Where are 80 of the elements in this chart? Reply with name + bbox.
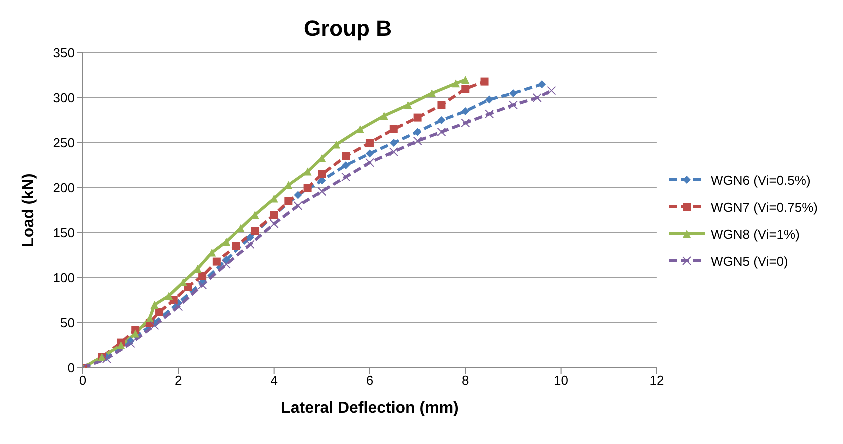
y-tick-label: 50 bbox=[60, 316, 75, 331]
point bbox=[342, 152, 350, 160]
point bbox=[246, 240, 255, 250]
point bbox=[174, 302, 184, 312]
point bbox=[342, 162, 350, 170]
point bbox=[365, 158, 374, 168]
y-tick-label: 300 bbox=[53, 90, 75, 106]
point bbox=[146, 314, 154, 322]
point bbox=[246, 234, 254, 242]
point bbox=[356, 126, 364, 134]
point bbox=[342, 172, 351, 182]
point bbox=[438, 101, 446, 110]
point bbox=[366, 139, 374, 147]
x-tick-label: 6 bbox=[366, 373, 374, 388]
point bbox=[150, 321, 160, 330]
point bbox=[198, 280, 208, 290]
point bbox=[508, 100, 518, 110]
point bbox=[294, 202, 303, 210]
point bbox=[462, 76, 470, 84]
point bbox=[437, 128, 446, 137]
point bbox=[284, 198, 293, 206]
point bbox=[538, 80, 546, 88]
point bbox=[126, 339, 136, 348]
point bbox=[414, 114, 422, 122]
legend-label: WGN5 (Vi=0) bbox=[710, 254, 788, 268]
x-axis-title: Lateral Deflection (mm) bbox=[281, 400, 459, 417]
point bbox=[212, 258, 221, 266]
x-tick-label: 0 bbox=[79, 373, 87, 388]
y-axis-title: Load (kN) bbox=[20, 174, 38, 248]
x-tick-label: 2 bbox=[175, 373, 182, 388]
point bbox=[366, 150, 374, 158]
y-tick-label: 150 bbox=[53, 226, 75, 241]
point bbox=[304, 168, 312, 176]
x-tick-label: 12 bbox=[650, 373, 664, 388]
y-tick-label: 100 bbox=[53, 270, 75, 286]
y-tick-label: 250 bbox=[53, 136, 75, 151]
point bbox=[150, 301, 159, 309]
point bbox=[404, 101, 412, 110]
point bbox=[251, 227, 260, 236]
point bbox=[318, 187, 327, 196]
point bbox=[413, 136, 422, 146]
point bbox=[294, 191, 302, 200]
point bbox=[222, 256, 230, 264]
point bbox=[532, 94, 542, 102]
point bbox=[117, 342, 126, 350]
point bbox=[389, 148, 398, 156]
point bbox=[486, 96, 494, 104]
y-tick-label: 200 bbox=[53, 180, 75, 196]
point bbox=[132, 330, 140, 338]
chart-title: Group B bbox=[303, 16, 393, 42]
point bbox=[390, 139, 398, 147]
point bbox=[165, 292, 174, 300]
y-tick-label: 350 bbox=[53, 46, 75, 61]
point bbox=[232, 242, 240, 250]
legend-label: WGN7 (Vi=0.75%) bbox=[710, 200, 818, 214]
y-tick-label: 0 bbox=[68, 360, 75, 376]
point bbox=[304, 184, 312, 192]
point bbox=[480, 78, 489, 86]
point bbox=[198, 272, 207, 280]
x-tick-label: 4 bbox=[270, 373, 278, 388]
point bbox=[547, 86, 556, 96]
legend-label: WGN8 (Vi=1%) bbox=[710, 226, 800, 242]
point bbox=[462, 108, 470, 116]
point bbox=[428, 90, 436, 98]
point bbox=[390, 126, 398, 134]
point bbox=[461, 118, 470, 128]
point bbox=[509, 90, 518, 98]
x-tick-label: 8 bbox=[462, 373, 470, 388]
point bbox=[462, 85, 470, 93]
point bbox=[318, 170, 326, 178]
legend-label: WGN6 (Vi=0.5%) bbox=[710, 172, 811, 188]
point bbox=[270, 220, 279, 228]
x-tick-label: 10 bbox=[554, 373, 569, 388]
point bbox=[156, 308, 164, 316]
point bbox=[414, 128, 422, 136]
point bbox=[380, 112, 388, 120]
point bbox=[485, 110, 494, 119]
point bbox=[222, 260, 231, 269]
point bbox=[438, 116, 446, 124]
point bbox=[452, 80, 460, 88]
